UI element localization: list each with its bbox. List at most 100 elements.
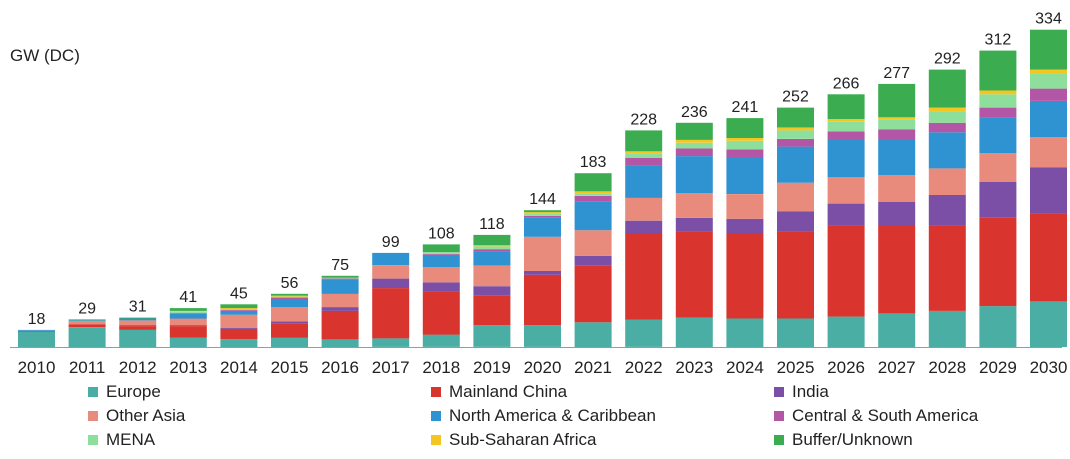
bar-segment-2014-other-asia bbox=[220, 314, 258, 328]
bar-segment-2021-mena bbox=[574, 193, 612, 196]
bar-segment-2029-central-south-america bbox=[979, 107, 1017, 118]
x-tick-label-2018: 2018 bbox=[422, 358, 460, 377]
bar-segment-2014-buffer-unknown bbox=[220, 304, 258, 309]
legend-item-other-asia: Other Asia bbox=[88, 406, 185, 426]
total-label-2029: 312 bbox=[985, 32, 1012, 49]
x-tick-label-2013: 2013 bbox=[169, 358, 207, 377]
bar-segment-2020-mena bbox=[524, 213, 561, 216]
legend-item-mena: MENA bbox=[88, 430, 155, 450]
bar-segment-2013-sub-saharan-africa bbox=[169, 310, 207, 312]
bar-segment-2024-other-asia bbox=[726, 194, 764, 219]
bar-segment-2020-north-america-caribbean bbox=[524, 217, 561, 237]
bar-segment-2014-sub-saharan-africa bbox=[220, 308, 258, 309]
bar-segment-2030-mainland-china bbox=[1030, 213, 1067, 302]
bar-segment-2018-mainland-china bbox=[422, 291, 460, 335]
legend-item-mainland-china: Mainland China bbox=[431, 382, 567, 402]
bar-segment-2028-other-asia bbox=[928, 168, 966, 195]
bar-segment-2011-other-asia bbox=[68, 321, 106, 325]
bar-segment-2014-north-america-caribbean bbox=[220, 310, 258, 315]
bar-segment-2024-india bbox=[726, 218, 764, 234]
bar-segment-2030-other-asia bbox=[1030, 137, 1067, 168]
bar-segment-2029-india bbox=[979, 181, 1017, 218]
bar-segment-2013-central-south-america bbox=[169, 312, 207, 314]
bar-segment-2017-mainland-china bbox=[372, 288, 410, 339]
x-tick-label-2028: 2028 bbox=[928, 358, 966, 377]
bar-segment-2022-other-asia bbox=[625, 197, 663, 221]
bar-segment-2028-europe bbox=[928, 310, 966, 347]
bar-segment-2018-mena bbox=[422, 252, 460, 254]
bar-segment-2026-buffer-unknown bbox=[827, 94, 865, 119]
bar-segment-2013-india bbox=[169, 325, 207, 326]
total-label-2023: 236 bbox=[681, 104, 708, 121]
bar-segment-2013-mena bbox=[169, 311, 207, 313]
legend-swatch bbox=[88, 387, 98, 397]
bar-segment-2017-north-america-caribbean bbox=[372, 252, 410, 266]
legend-label: Mainland China bbox=[449, 382, 568, 401]
bar-segment-2011-north-america-caribbean bbox=[68, 320, 106, 322]
bar-segment-2025-north-america-caribbean bbox=[777, 146, 814, 183]
bar-segment-2023-mena bbox=[675, 142, 713, 149]
total-label-2017: 99 bbox=[382, 234, 400, 251]
x-tick-label-2029: 2029 bbox=[979, 358, 1017, 377]
bar-segment-2026-sub-saharan-africa bbox=[827, 119, 865, 122]
bar-segment-2019-india bbox=[473, 286, 511, 296]
legend-item-sub-saharan-africa: Sub-Saharan Africa bbox=[431, 430, 596, 450]
bar-segment-2019-mena bbox=[473, 246, 511, 250]
bar-segment-2027-mainland-china bbox=[878, 225, 916, 314]
bar-segment-2018-north-america-caribbean bbox=[422, 254, 460, 268]
bar-segment-2020-other-asia bbox=[524, 236, 561, 271]
bar-segment-2018-buffer-unknown bbox=[422, 244, 460, 252]
bar-segment-2030-india bbox=[1030, 167, 1067, 214]
x-tick-label-2017: 2017 bbox=[372, 358, 410, 377]
bar-segment-2021-mainland-china bbox=[574, 265, 612, 323]
x-tick-label-2027: 2027 bbox=[878, 358, 916, 377]
legend-label: Sub-Saharan Africa bbox=[449, 430, 597, 449]
legend-label: Europe bbox=[106, 382, 161, 401]
bar-segment-2024-central-south-america bbox=[726, 149, 764, 157]
total-label-2026: 266 bbox=[833, 75, 860, 92]
total-label-2016: 75 bbox=[331, 257, 349, 274]
bar-segment-2027-mena bbox=[878, 120, 916, 130]
bar-segment-2019-central-south-america bbox=[473, 249, 511, 252]
bar-segment-2011-mainland-china bbox=[68, 324, 106, 327]
x-tick-label-2021: 2021 bbox=[574, 358, 612, 377]
total-label-2015: 56 bbox=[281, 275, 299, 292]
bar-segment-2021-north-america-caribbean bbox=[574, 201, 612, 231]
bar-segment-2027-central-south-america bbox=[878, 129, 916, 139]
bar-segment-2026-mena bbox=[827, 121, 865, 132]
bar-segment-2022-europe bbox=[625, 319, 663, 347]
bar-segment-2018-other-asia bbox=[422, 267, 460, 283]
bar-segment-2012-india bbox=[119, 325, 157, 326]
bar-segment-2019-europe bbox=[473, 325, 511, 347]
bar-segment-2019-buffer-unknown bbox=[473, 234, 511, 246]
legend-item-europe: Europe bbox=[88, 382, 161, 402]
bar-segment-2024-sub-saharan-africa bbox=[726, 138, 764, 141]
bar-segment-2022-north-america-caribbean bbox=[625, 165, 663, 198]
legend-swatch bbox=[431, 387, 441, 397]
bar-segment-2018-central-south-america bbox=[422, 253, 460, 255]
bar-segment-2016-mena bbox=[321, 277, 359, 279]
bar-segment-2029-mainland-china bbox=[979, 217, 1017, 307]
bar-segment-2016-buffer-unknown bbox=[321, 275, 359, 278]
bar-segment-2013-europe bbox=[169, 337, 207, 347]
bar-segment-2022-sub-saharan-africa bbox=[625, 151, 663, 154]
bar-segment-2029-other-asia bbox=[979, 153, 1017, 182]
bar-segment-2012-europe bbox=[119, 329, 157, 347]
bar-segment-2023-north-america-caribbean bbox=[675, 156, 713, 194]
bar-segment-2012-other-asia bbox=[119, 320, 157, 326]
bar-segment-2026-mainland-china bbox=[827, 225, 865, 317]
legend-label: India bbox=[792, 382, 829, 401]
bar-segment-2015-europe bbox=[271, 337, 308, 347]
total-label-2022: 228 bbox=[630, 111, 657, 128]
bar-segment-2020-mainland-china bbox=[524, 274, 561, 326]
bar-segment-2023-central-south-america bbox=[675, 148, 713, 157]
bar-segment-2016-central-south-america bbox=[321, 278, 359, 280]
bar-segment-2015-north-america-caribbean bbox=[271, 299, 308, 308]
total-label-2012: 31 bbox=[129, 299, 147, 316]
bar-segment-2014-mainland-china bbox=[220, 328, 258, 340]
bar-segment-2026-india bbox=[827, 203, 865, 226]
legend-swatch bbox=[431, 411, 441, 421]
bar-segment-2019-other-asia bbox=[473, 265, 511, 287]
bar-segment-2023-sub-saharan-africa bbox=[675, 139, 713, 143]
